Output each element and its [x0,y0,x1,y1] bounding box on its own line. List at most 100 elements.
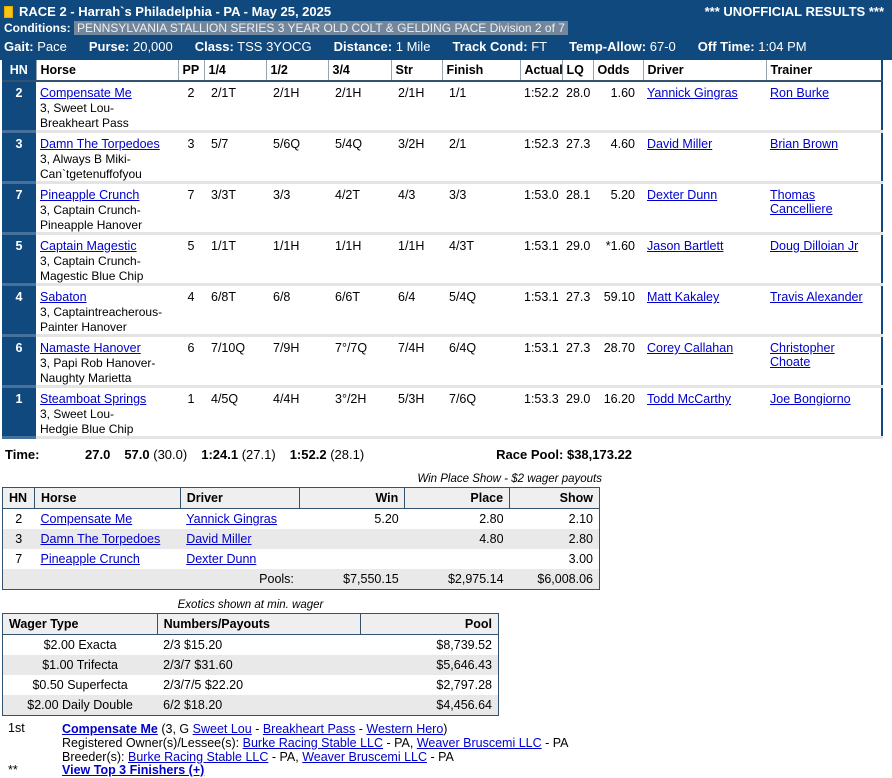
col-header-trainer: Trainer [766,60,883,82]
race-pool-value: $38,173.22 [566,447,633,462]
pedigree-line-1: 3, Sweet Lou- [40,101,115,115]
post-position: 5 [178,233,204,286]
wps-col-place: Place [404,487,511,509]
horse-link[interactable]: Damn The Torpedoes [40,532,161,546]
wps-row: 3 Damn The Torpedoes David Miller 4.80 2… [2,529,600,549]
trainer-link[interactable]: Ron Burke [770,86,830,100]
wager-type: $2.00 Exacta [43,638,117,652]
race-marker-icon [4,5,13,18]
stretch-call: 4/3 [391,182,442,235]
horse-link[interactable]: Pineapple Crunch [40,188,140,202]
driver-link[interactable]: Todd McCarthy [647,392,732,406]
horse-number: 1 [2,386,36,439]
trainer-link[interactable]: Christopher Choate [770,341,835,369]
pedigree-line-2: Hedgie Blue Chip [40,422,134,436]
driver-link[interactable]: Yannick Gingras [186,512,277,526]
owner-label: Registered Owner(s)/Lessee(s): [62,735,240,750]
results-header-row: HN Horse PP 1/4 1/2 3/4 Str Finish Actua… [2,60,883,82]
driver-link[interactable]: Matt Kakaley [647,290,720,304]
horse-cell: Sabaton 3, Captaintreacherous- Painter H… [36,284,178,337]
place-payout [405,549,510,569]
horse-link[interactable]: Namaste Hanover [40,341,141,355]
result-row: 6 Namaste Hanover 3, Papi Rob Hanover- N… [2,335,882,388]
col-header-driver: Driver [643,60,767,82]
horse-link[interactable]: Steamboat Springs [40,392,147,406]
race-title: RACE 2 - Harrah`s Philadelphia - PA - Ma… [19,4,332,19]
dam-link[interactable]: Breakheart Pass [262,721,356,736]
driver-link[interactable]: David Miller [647,137,713,151]
exotics-header-row: Wager Type Numbers/Payouts Pool [2,613,499,635]
horse-number: 2 [2,81,36,133]
odds: 5.20 [593,182,643,235]
wps-hn: 3 [2,529,35,549]
driver-link[interactable]: Yannick Gingras [647,86,738,100]
odds: 28.70 [593,335,643,388]
owner-link[interactable]: Burke Racing Stable LLC [242,735,383,750]
wager-type: $1.00 Trifecta [2,655,158,675]
time-summary: Time: 27.0 57.0 (30.0) 1:24.1 (27.1) 1:5… [5,447,892,462]
trainer-link[interactable]: Joe Bongiorno [770,392,851,406]
horse-cell: Pineapple Crunch 3, Captain Crunch- Pine… [36,182,178,235]
wager-pool: $5,646.43 [360,655,499,675]
pedigree-line-1: 3, Captaintreacherous- [40,305,163,319]
track-cond-label: Track Cond: [452,39,528,54]
dam-sire-link[interactable]: Western Hero [366,721,444,736]
wager-type: $0.50 Superfecta [32,678,128,692]
off-time-value: 1:04 PM [758,39,807,54]
odds: 59.10 [593,284,643,337]
post-position: 4 [178,284,204,337]
horse-number: 7 [2,182,36,235]
sire-link[interactable]: Sweet Lou [192,721,252,736]
temp-allow-value: 67-0 [649,39,676,54]
horse-link[interactable]: Compensate Me [62,721,158,736]
finish-call: 4/3T [442,233,520,286]
horse-number: 6 [2,335,36,388]
col-header-actual: Actual [520,60,563,82]
driver-link[interactable]: Dexter Dunn [186,552,257,566]
pedigree-line-2: Painter Hanover [40,320,127,334]
horse-link[interactable]: Sabaton [40,290,87,304]
breeder-label: Breeder(s): [62,749,125,764]
breeder-link[interactable]: Weaver Bruscemi LLC [302,749,428,764]
horse-link[interactable]: Compensate Me [40,86,132,100]
finish-call: 7/6Q [442,386,520,439]
col-header-pp: PP [178,60,205,82]
horse-link[interactable]: Compensate Me [40,512,133,526]
trainer-link[interactable]: Travis Alexander [770,290,863,304]
purse-label: Purse: [88,39,130,54]
trainer-link[interactable]: Doug Dilloian Jr [770,239,859,253]
breeder-link[interactable]: Burke Racing Stable LLC [128,749,269,764]
view-top3-link[interactable]: View Top 3 Finishers (+) [62,763,205,777]
driver-link[interactable]: Corey Callahan [647,341,734,355]
col-header-odds: Odds [593,60,644,82]
driver-link[interactable]: David Miller [186,532,252,546]
col-header-horse: Horse [36,60,179,82]
horse-desc-open: (3, G [161,721,190,736]
driver-link[interactable]: Jason Bartlett [647,239,724,253]
three-quarter-call: 3°/2H [328,386,391,439]
horse-link[interactable]: Damn The Torpedoes [40,137,160,151]
quarter-call: 6/8T [204,284,266,337]
horse-link[interactable]: Captain Magestic [40,239,137,253]
three-quarter-call: 1/1H [328,233,391,286]
col-header-hn: HN [2,60,37,82]
pedigree-line-2: Can`tgetenuffofyou [40,167,142,181]
actual-time: 1:53.0 [520,182,562,235]
numbers-payouts: 2/3 $15.20 [163,638,223,652]
trainer-link[interactable]: Thomas Cancelliere [770,188,833,216]
three-quarter-time: 1:24.1 [201,447,239,462]
horse-link[interactable]: Pineapple Crunch [40,552,140,566]
horse-cell: Captain Magestic 3, Captain Crunch- Mage… [36,233,178,286]
wps-row: 2 Compensate Me Yannick Gingras 5.20 2.8… [3,509,600,530]
owner-state: - PA, [386,735,414,750]
pedigree-line-1: 3, Sweet Lou- [40,407,115,421]
unofficial-results-status: *** UNOFFICIAL RESULTS *** [704,4,884,19]
driver-link[interactable]: Dexter Dunn [647,188,718,202]
trainer-link[interactable]: Brian Brown [770,137,839,151]
col-header-half: 1/2 [266,60,329,82]
stretch-call: 3/2H [391,131,442,184]
last-quarter: 28.1 [562,182,593,235]
quarter-call: 5/7 [204,131,266,184]
final-split: (28.1) [330,447,365,462]
owner-link[interactable]: Weaver Bruscemi LLC [416,735,542,750]
